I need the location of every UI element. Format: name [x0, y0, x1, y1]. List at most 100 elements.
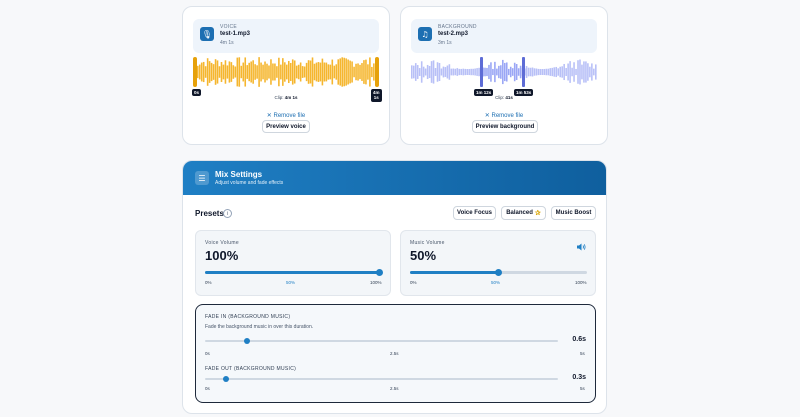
- waveform-bar: [484, 67, 486, 77]
- voice-clip-handle-end[interactable]: [375, 57, 379, 87]
- waveform-bar: [210, 62, 213, 82]
- music-volume-tick-min: 0%: [410, 280, 417, 285]
- background-file-name: test-2.mp3: [438, 31, 469, 37]
- background-clip-length: Clip: 41s: [401, 95, 607, 100]
- waveform-bar: [351, 61, 353, 83]
- waveform-bar: [494, 61, 496, 83]
- voice-volume-slider[interactable]: [205, 269, 383, 276]
- waveform-bar: [286, 64, 288, 80]
- background-remove-file-link[interactable]: ✕ Remove file: [401, 112, 607, 119]
- waveform-bar: [446, 65, 449, 79]
- waveform-bar: [460, 68, 463, 76]
- waveform-bar: [464, 68, 467, 76]
- waveform-bar: [525, 66, 528, 78]
- waveform-bar: [442, 66, 445, 78]
- waveform-bar: [412, 65, 415, 79]
- waveform-bar: [591, 63, 593, 81]
- waveform-bar: [426, 64, 429, 80]
- fade-in-thumb[interactable]: [244, 337, 251, 344]
- waveform-bar: [349, 60, 351, 84]
- preset-balanced-button[interactable]: Balanced ✰: [501, 206, 546, 220]
- background-clip-handle-start[interactable]: [480, 57, 483, 87]
- music-volume-label: Music Volume: [410, 240, 445, 246]
- fade-out-tick-mid: 2.5s: [390, 386, 399, 391]
- waveform-bar: [555, 66, 558, 78]
- waveform-bar: [230, 62, 233, 82]
- waveform-bar: [519, 65, 522, 79]
- waveform-bar: [527, 67, 530, 77]
- voice-volume-thumb[interactable]: [375, 269, 383, 276]
- waveform-bar: [502, 59, 504, 85]
- fade-in-tick-mid: 2.5s: [390, 351, 399, 356]
- voice-volume-value: 100%: [205, 248, 239, 263]
- waveform-bar: [365, 59, 367, 85]
- waveform-bar: [333, 65, 336, 79]
- waveform-bar: [559, 66, 561, 78]
- background-clip-handle-end[interactable]: [522, 57, 525, 87]
- waveform-bar: [438, 62, 441, 82]
- waveform-bar: [583, 61, 585, 83]
- mix-settings-header: ☰ Mix Settings Adjust volume and fade ef…: [183, 161, 606, 195]
- preview-background-button[interactable]: Preview background: [472, 120, 538, 133]
- waveform-bar: [507, 68, 510, 76]
- waveform-bar: [200, 62, 203, 82]
- music-volume-slider[interactable]: [410, 269, 587, 276]
- waveform-bar: [420, 61, 423, 83]
- waveform-bar: [291, 59, 294, 85]
- waveform-bar: [337, 59, 340, 85]
- waveform-bar: [452, 68, 455, 76]
- waveform-bar: [268, 65, 270, 79]
- waveform-bar: [551, 67, 554, 77]
- waveform-bar: [313, 63, 316, 81]
- sliders-icon: ☰: [195, 171, 209, 185]
- voice-volume-panel: Voice Volume 100% 0% 50% 100%: [195, 230, 391, 296]
- waveform-bar: [561, 66, 563, 78]
- fade-out-slider[interactable]: [205, 375, 558, 382]
- waveform-bar: [505, 62, 508, 82]
- fade-in-value: 0.6s: [572, 336, 586, 343]
- music-volume-thumb[interactable]: [495, 269, 502, 276]
- waveform-bar: [331, 59, 334, 85]
- waveform-bar: [579, 59, 581, 85]
- background-clip-value: 41s: [505, 95, 513, 100]
- close-icon: ✕: [266, 113, 272, 119]
- waveform-bar: [361, 63, 363, 81]
- waveform-bar: [204, 66, 207, 78]
- info-icon[interactable]: i: [223, 209, 232, 218]
- voice-waveform[interactable]: [193, 57, 379, 87]
- preset-music-boost-button[interactable]: Music Boost: [551, 206, 596, 220]
- waveform-bar: [252, 60, 254, 84]
- waveform-bar: [363, 60, 365, 84]
- waveform-bar: [490, 62, 492, 82]
- waveform-bar: [196, 65, 199, 79]
- waveform-bar: [250, 61, 252, 83]
- speaker-icon[interactable]: [577, 238, 586, 256]
- background-track-card: ♫ BACKGROUND test-2.mp3 3m 1s 1m 12s 1m …: [400, 6, 608, 145]
- voice-remove-file-link[interactable]: ✕ Remove file: [183, 112, 389, 119]
- waveform-bar: [238, 57, 241, 87]
- fade-in-slider[interactable]: [205, 337, 558, 344]
- waveform-bar: [482, 67, 484, 77]
- waveform-bar: [325, 62, 328, 82]
- waveform-bar: [228, 61, 231, 83]
- background-waveform[interactable]: [411, 57, 597, 87]
- voice-clip-handle-start[interactable]: [193, 57, 197, 87]
- fade-out-thumb[interactable]: [223, 375, 230, 382]
- waveform-bar: [424, 68, 427, 76]
- waveform-bar: [448, 64, 451, 80]
- preview-voice-button[interactable]: Preview voice: [262, 120, 310, 133]
- voice-volume-tick-min: 0%: [205, 280, 212, 285]
- waveform-bar: [581, 64, 583, 80]
- waveform-bar: [262, 64, 264, 80]
- waveform-bar: [488, 64, 490, 80]
- fade-in-tick-max: 5s: [580, 351, 585, 356]
- fade-in-label: FADE IN (BACKGROUND MUSIC): [205, 314, 291, 320]
- waveform-bar: [563, 63, 565, 81]
- waveform-bar: [367, 64, 369, 80]
- waveform-bar: [517, 68, 520, 76]
- waveform-bar: [541, 68, 544, 76]
- waveform-bar: [319, 62, 322, 82]
- music-volume-value: 50%: [410, 248, 437, 263]
- waveform-bar: [511, 68, 514, 76]
- preset-voice-focus-button[interactable]: Voice Focus: [453, 206, 496, 220]
